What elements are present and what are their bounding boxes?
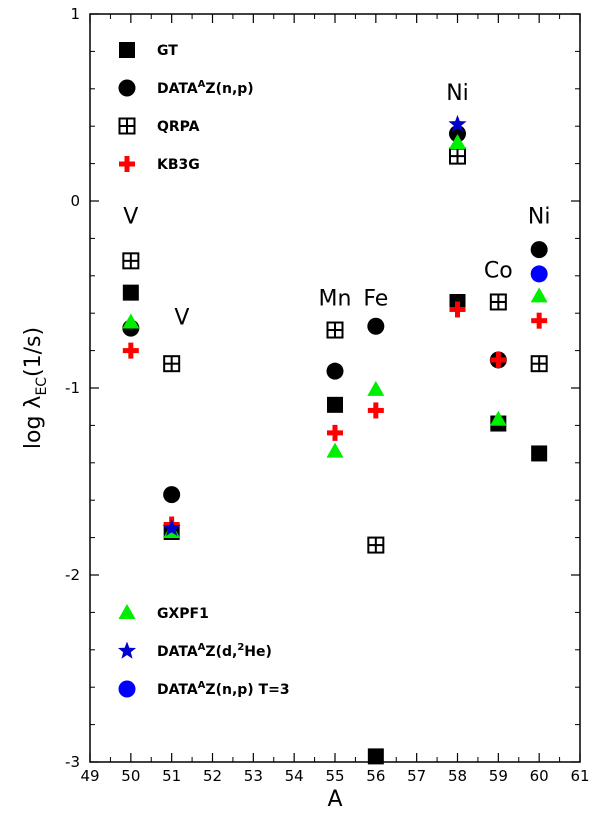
y-tick-label: -1 [65, 379, 80, 397]
legend-top: GT DATAAZ(n,p) QRPA KB3G [118, 42, 254, 173]
legend-marker [118, 117, 136, 135]
data-point [326, 442, 344, 458]
legend-label: KB3G [157, 157, 200, 173]
data-point [367, 380, 385, 396]
y-tick-label: -3 [65, 753, 80, 771]
legend-label: DATAAZ(n,p) T=3 [157, 680, 290, 698]
data-point [162, 518, 181, 536]
axis-ticks [89, 13, 581, 763]
y-axis-title-subscript: EC [34, 377, 50, 396]
y-axis-title-unit: (1/s) [21, 327, 46, 377]
data-point [449, 301, 466, 318]
element-label: Fe [363, 287, 388, 312]
element-label: Mn [319, 287, 352, 312]
data-point [489, 293, 507, 311]
data-point [122, 342, 139, 359]
y-tick-label: 1 [70, 5, 80, 23]
legend-marker [119, 42, 135, 58]
x-tick-label: 61 [570, 767, 589, 785]
legend-label: DATAAZ(d,2He) [157, 642, 272, 660]
element-label: Co [484, 259, 513, 284]
data-point [367, 748, 384, 765]
y-tick-label: 0 [70, 192, 80, 210]
data-point [448, 114, 467, 133]
y-tick-label: -2 [65, 566, 80, 584]
data-point [530, 241, 548, 259]
element-label: Ni [528, 204, 551, 229]
data-point [490, 351, 507, 368]
x-tick-label: 54 [285, 767, 304, 785]
data-point [530, 355, 548, 373]
y-axis-title: log λEC(1/s) [21, 327, 50, 449]
data-point [489, 410, 507, 426]
element-label: Ni [446, 81, 469, 106]
legend-label: GT [157, 43, 178, 59]
data-point [163, 486, 181, 504]
data-point [367, 536, 385, 554]
x-tick-label: 58 [448, 767, 467, 785]
data-point [163, 355, 181, 373]
data-point [530, 265, 548, 283]
legend-label: GXPF1 [157, 606, 209, 622]
data-point [327, 424, 343, 441]
data-point [531, 445, 548, 462]
tick-labels: 49 50 51 52 53 54 55 56 57 58 59 60 61 -3 -2 -1 0 1 [65, 5, 590, 785]
data-point [531, 312, 548, 329]
element-label: V [174, 305, 189, 330]
data-point [327, 396, 343, 413]
legend-bottom: GXPF1 DATAAZ(d,2He) DATAAZ(n,p) T=3 [117, 604, 290, 698]
element-label: V [123, 204, 138, 229]
legend-marker [118, 680, 136, 698]
legend-label: QRPA [157, 119, 200, 135]
data-point [326, 321, 344, 339]
legend-marker [118, 604, 136, 619]
data-point [122, 313, 140, 329]
data-point [367, 402, 384, 419]
data-point [367, 317, 385, 335]
legend-label: DATAAZ(n,p) [157, 79, 254, 97]
data-point [122, 252, 140, 270]
x-tick-label: 57 [407, 767, 426, 785]
data-point [122, 284, 139, 301]
x-tick-label: 49 [80, 767, 99, 785]
legend-marker [118, 79, 136, 97]
x-tick-label: 59 [489, 767, 508, 785]
x-tick-label: 50 [121, 767, 140, 785]
x-tick-label: 56 [366, 767, 385, 785]
data-marks [122, 114, 548, 765]
data-point [449, 147, 466, 165]
legend-marker [117, 641, 137, 659]
x-tick-label: 52 [203, 767, 222, 785]
legend-marker [119, 156, 135, 172]
x-axis-title: A [327, 787, 342, 812]
data-point [530, 287, 548, 303]
x-tick-label: 53 [244, 767, 263, 785]
x-tick-label: 51 [162, 767, 181, 785]
y-axis-title-main: log λ [21, 396, 46, 450]
x-tick-label: 60 [530, 767, 549, 785]
x-tick-label: 55 [325, 767, 344, 785]
data-point [449, 134, 466, 150]
element-annotations: V V Mn Fe Ni Co Ni [123, 81, 550, 330]
data-point [326, 362, 344, 380]
